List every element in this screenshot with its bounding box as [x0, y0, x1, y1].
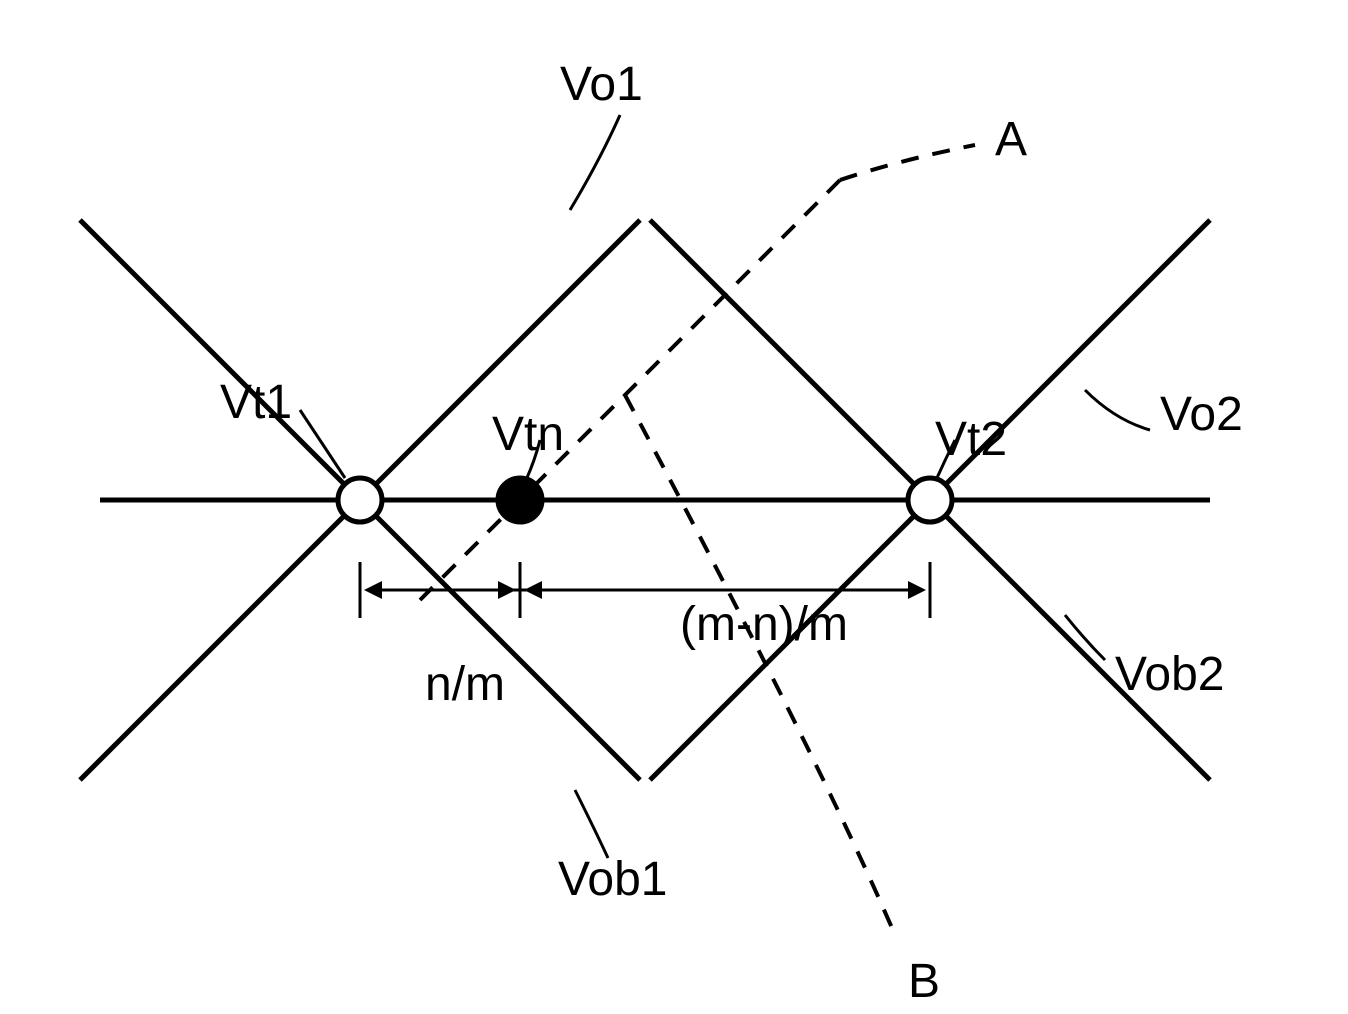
- label-vt2: Vt2: [935, 413, 1007, 466]
- lead-lines-group: [300, 115, 1150, 858]
- lead-vo2: [1085, 390, 1150, 430]
- label-vt1: Vt1: [220, 376, 292, 429]
- label-vtn: Vtn: [492, 408, 564, 461]
- label-vo1: Vo1: [560, 58, 643, 111]
- node-vt1: [338, 478, 382, 522]
- label-b: B: [908, 955, 940, 1008]
- label-vo2: Vo2: [1160, 388, 1243, 441]
- arrow-vtn-left: [498, 581, 516, 599]
- node-vtn: [498, 478, 542, 522]
- label-nm: n/m: [425, 658, 505, 711]
- arrow-right-outer: [908, 581, 926, 599]
- arrow-left-outer: [364, 581, 382, 599]
- labels-group: Vo1 Vo2 Vob1 Vob2 Vt1 Vt2 Vtn A Bn/m (m-n)/m: [220, 58, 1243, 1008]
- node-vt2: [908, 478, 952, 522]
- solid-lines-group: [80, 220, 1210, 780]
- dashed-line-a-lead: [840, 145, 975, 180]
- label-vob1: Vob1: [558, 853, 667, 906]
- lead-vo1: [570, 115, 620, 210]
- label-mnm: (m-n)/m: [680, 598, 848, 651]
- label-a: A: [995, 113, 1027, 166]
- label-vob2: Vob2: [1115, 648, 1224, 701]
- dashed-line-a: [420, 180, 840, 600]
- diagram-canvas: Vo1 Vo2 Vob1 Vob2 Vt1 Vt2 Vtn A Bn/m (m-n)/m: [0, 0, 1348, 1014]
- lead-vob1: [575, 790, 608, 858]
- arrow-vtn-right: [524, 581, 542, 599]
